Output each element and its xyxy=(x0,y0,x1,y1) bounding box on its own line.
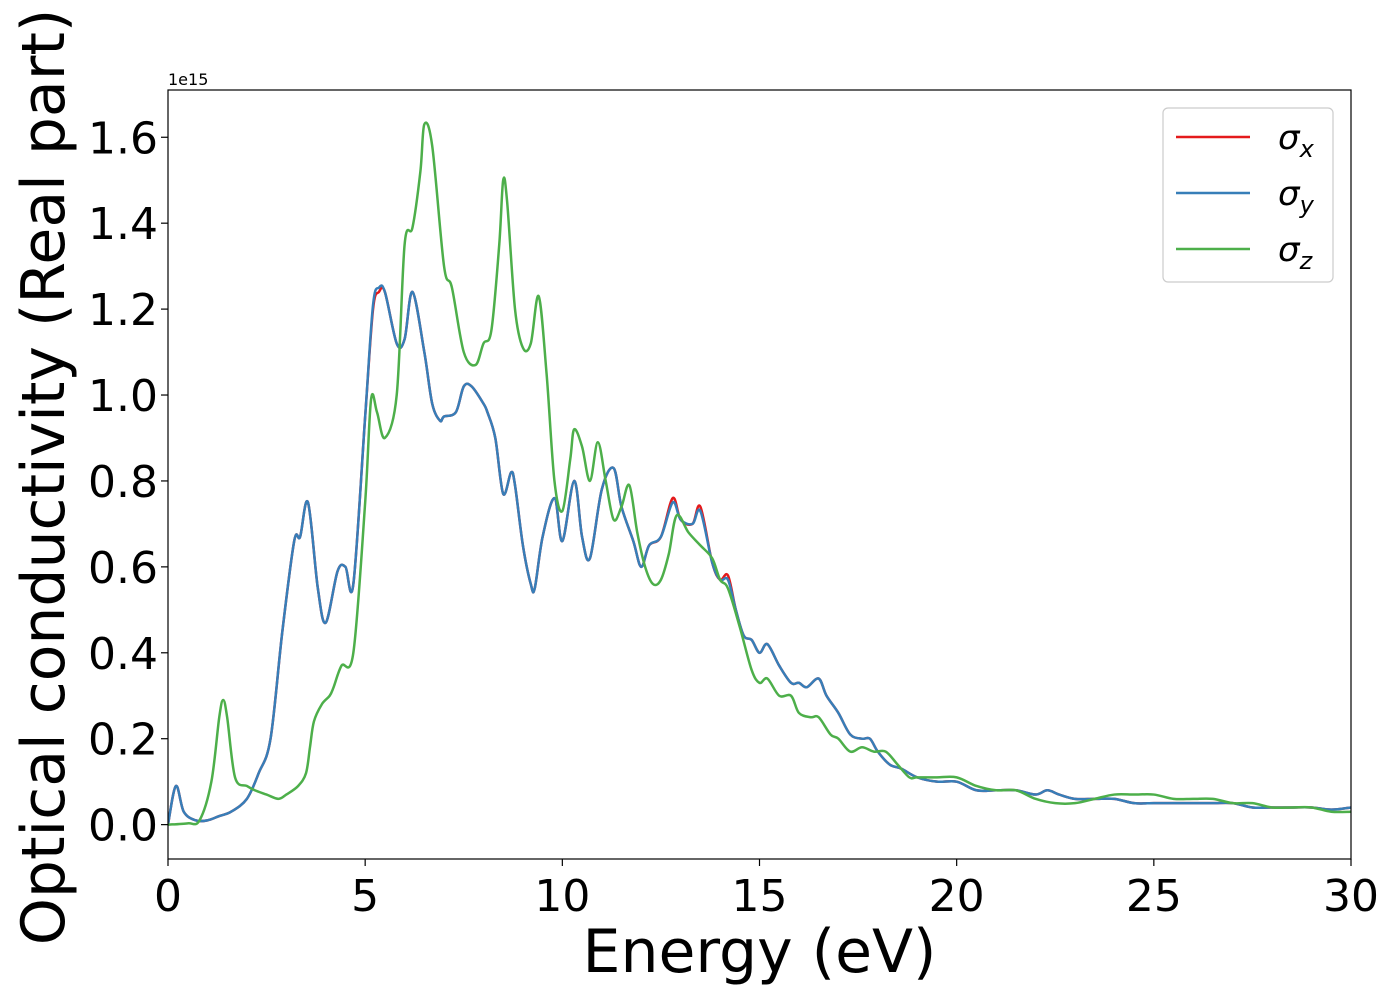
y-axis-offset-label: 1e15 xyxy=(168,70,208,89)
series-lines xyxy=(168,121,1351,826)
y-axis-ticks: 0.0 0.2 0.4 0.6 0.8 1.0 1.2 1.4 1.6 xyxy=(88,113,168,852)
series-line-sigma-x xyxy=(168,286,1351,826)
y-axis-label: Optical conductivity (Real part) xyxy=(9,9,79,946)
y-tick-label: 0.8 xyxy=(88,457,158,508)
y-tick-label: 1.6 xyxy=(88,113,158,164)
legend-box xyxy=(1162,107,1334,283)
y-tick-label: 0.0 xyxy=(88,801,158,852)
y-tick-label: 1.4 xyxy=(88,199,158,250)
x-tick-label: 20 xyxy=(929,871,985,922)
x-axis-ticks: 0 5 10 15 20 25 30 xyxy=(154,859,1379,922)
x-tick-label: 10 xyxy=(534,871,590,922)
x-tick-label: 25 xyxy=(1126,871,1182,922)
series-line-sigma-y xyxy=(168,284,1351,826)
series-line-sigma-z xyxy=(168,121,1351,826)
y-tick-label: 1.0 xyxy=(88,371,158,422)
x-tick-label: 15 xyxy=(732,871,788,922)
x-tick-label: 30 xyxy=(1323,871,1379,922)
x-tick-label: 5 xyxy=(351,871,379,922)
y-tick-label: 0.6 xyxy=(88,543,158,594)
y-tick-label: 1.2 xyxy=(88,285,158,336)
y-tick-label: 0.2 xyxy=(88,715,158,766)
x-axis-label: Energy (eV) xyxy=(583,917,937,987)
y-tick-label: 0.4 xyxy=(88,629,158,680)
x-tick-label: 0 xyxy=(154,871,182,922)
